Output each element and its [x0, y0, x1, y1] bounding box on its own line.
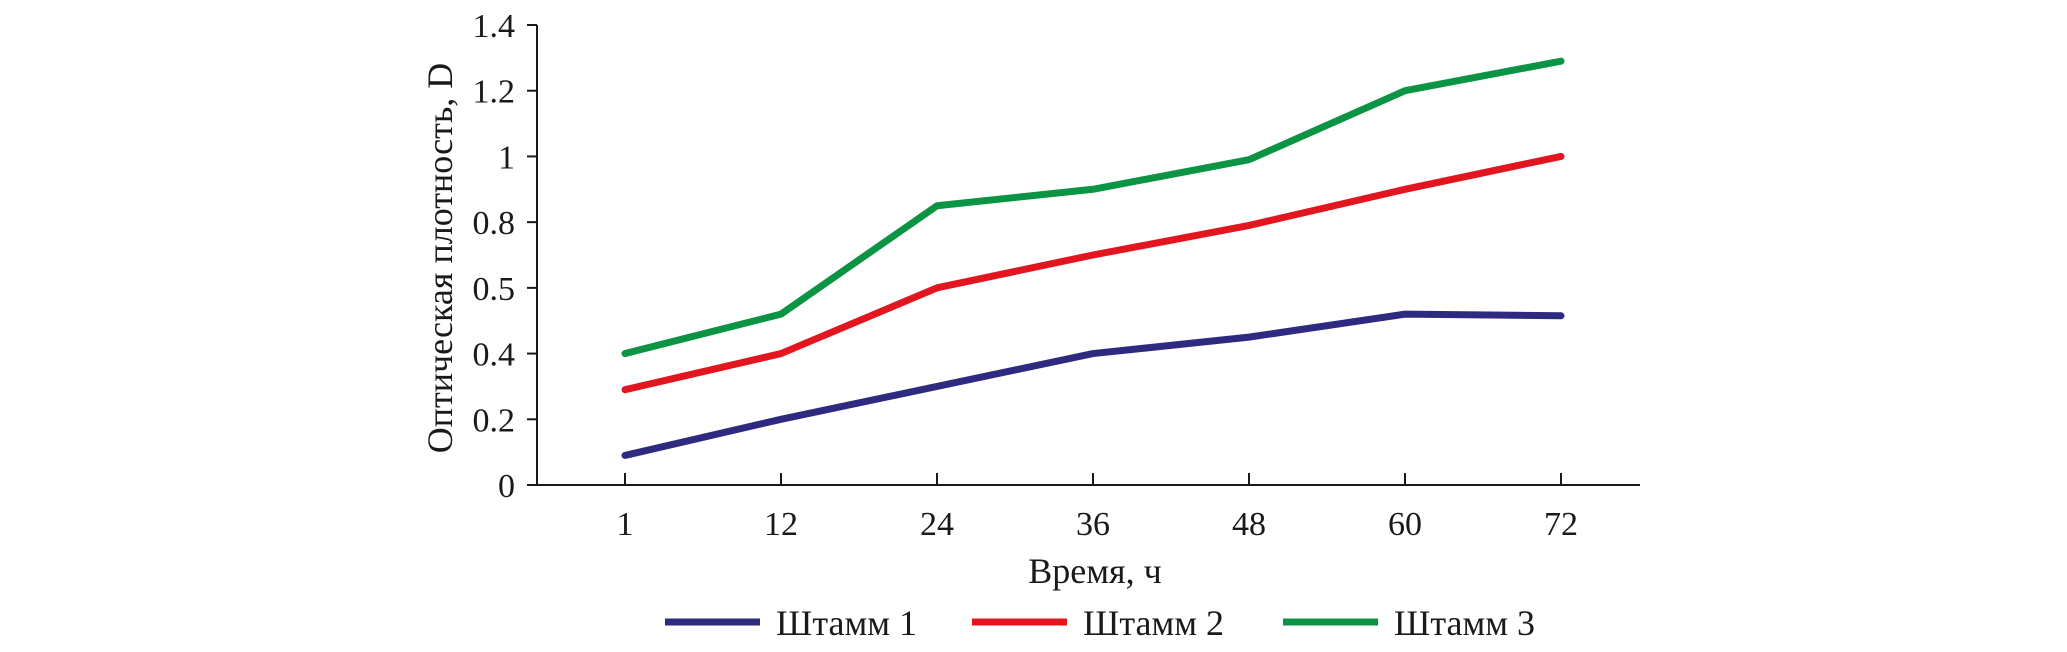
y-axis-ticks: 0 0.2 0.4 0.5 0.8 1 1.2 1.4: [473, 8, 537, 505]
y-tick-label: 0.5: [473, 271, 516, 308]
legend-label-2: Штамм 2: [1083, 603, 1224, 643]
series-lines: [621, 57, 1565, 459]
x-tick-label: 36: [1076, 506, 1110, 543]
y-tick-label: 0.4: [473, 337, 516, 374]
x-tick-label: 48: [1232, 506, 1266, 543]
y-tick-label: 0: [498, 468, 515, 505]
series-line-3: [621, 57, 1565, 358]
x-axis-title: Время, ч: [1028, 551, 1161, 591]
axes: [536, 25, 1640, 486]
x-tick-label: 1: [617, 506, 634, 543]
legend-label-1: Штамм 1: [776, 603, 917, 643]
series-line-1: [621, 310, 1565, 459]
y-tick-label: 0.2: [473, 402, 516, 439]
y-axis-title: Оптическая плотность, D: [420, 63, 460, 453]
y-tick-label: 1: [498, 139, 515, 176]
y-tick-label: 0.8: [473, 205, 516, 242]
y-tick-label: 1.2: [473, 74, 516, 111]
x-tick-label: 72: [1544, 506, 1578, 543]
x-tick-label: 60: [1388, 506, 1422, 543]
x-axis-ticks: 1 12 24 36 48 60 72: [617, 473, 1578, 543]
legend-label-3: Штамм 3: [1394, 603, 1535, 643]
legend: Штамм 1 Штамм 2 Штамм 3: [665, 603, 1535, 643]
y-tick-label: 1.4: [473, 8, 516, 45]
series-line-2: [621, 152, 1565, 394]
x-tick-label: 12: [764, 506, 798, 543]
x-tick-label: 24: [920, 506, 954, 543]
